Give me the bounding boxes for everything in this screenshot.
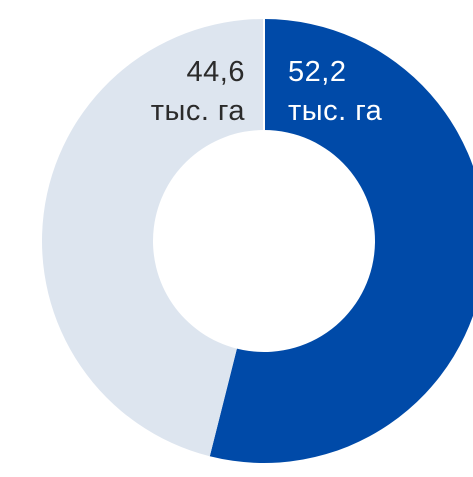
labels-layer: 52,2 тыс. га 44,6 тыс. га	[151, 56, 383, 127]
donut-slice-1	[209, 19, 473, 463]
slice-2-value-label: 44,6	[187, 56, 245, 88]
slice-1-value-label: 52,2	[288, 56, 346, 88]
donut-slice-2	[41, 19, 264, 457]
slice-2-unit-label: тыс. га	[151, 95, 246, 127]
slice-1-unit-label: тыс. га	[288, 95, 383, 127]
slices-layer	[41, 19, 473, 463]
